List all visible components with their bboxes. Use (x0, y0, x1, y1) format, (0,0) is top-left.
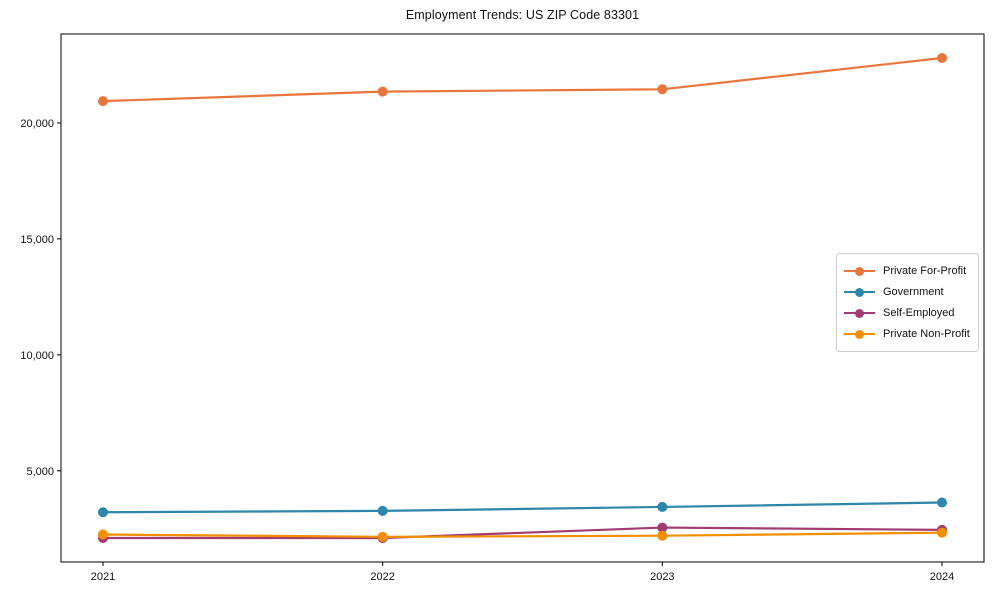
legend-entry: Private For-Profit (844, 261, 970, 281)
data-point-private-non-profit (937, 527, 948, 538)
legend-label: Government (883, 286, 944, 298)
series-line-government (102, 501, 943, 514)
data-point-government (657, 501, 668, 512)
x-tick-label: 2023 (650, 571, 674, 583)
y-tick-label: 5,000 (26, 466, 54, 478)
data-point-private-for-profit (937, 53, 948, 63)
series-line-self-employed (102, 526, 943, 540)
axes-frame (60, 33, 985, 563)
legend-label: Private Non-Profit (883, 328, 970, 340)
legend-label: Self-Employed (883, 307, 955, 319)
data-point-private-non-profit (657, 530, 668, 541)
data-point-private-non-profit (377, 531, 388, 542)
legend-line-marker-icon (844, 266, 875, 277)
y-tick-label: 10,000 (20, 350, 54, 362)
legend-line-marker-icon (844, 308, 875, 319)
y-tick-label: 15,000 (20, 234, 54, 246)
x-tick-label: 2022 (370, 571, 394, 583)
data-point-self-employed (657, 522, 668, 533)
chart-title: Employment Trends: US ZIP Code 83301 (405, 8, 640, 22)
legend-entry: Private Non-Profit (844, 324, 970, 344)
data-point-private-for-profit (657, 84, 668, 95)
legend-line-marker-icon (844, 287, 875, 298)
legend: Private For-Profit Government Self-Employe… (836, 253, 979, 352)
data-point-government (97, 507, 108, 518)
series-line-private-non-profit (102, 531, 943, 538)
data-point-government (937, 497, 948, 508)
legend-entry: Self-Employed (844, 303, 970, 323)
legend-entry: Government (844, 282, 970, 302)
data-point-private-for-profit (97, 96, 108, 107)
legend-label: Private For-Profit (883, 265, 967, 277)
x-tick-label: 2021 (91, 571, 115, 583)
series-line-private-for-profit (102, 56, 943, 103)
data-point-private-non-profit (97, 529, 108, 540)
y-tick-label: 20,000 (20, 118, 54, 130)
legend-line-marker-icon (844, 329, 875, 340)
data-point-private-for-profit (377, 86, 388, 97)
x-tick-label: 2024 (930, 571, 954, 583)
data-point-government (377, 505, 388, 516)
